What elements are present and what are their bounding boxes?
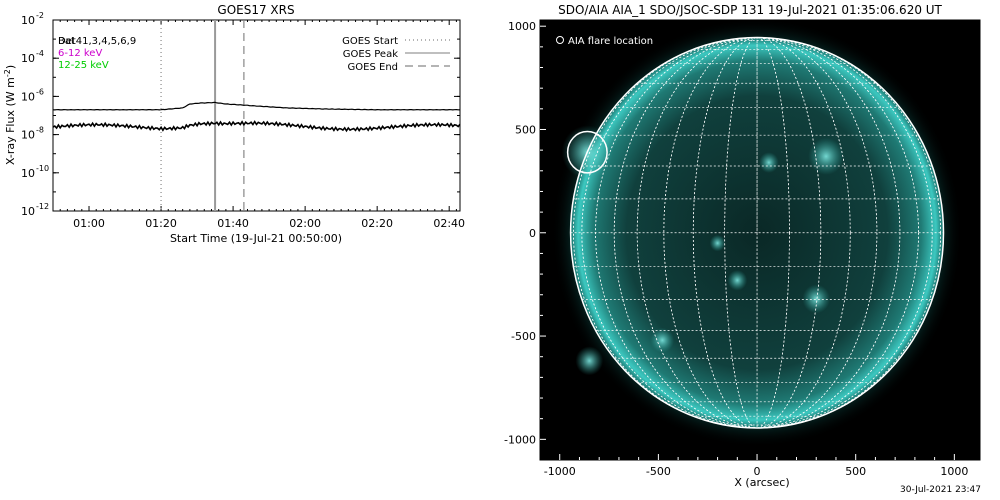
series-line-long [52,101,461,111]
x-tick-label: 02:20 [361,217,393,230]
ylabel-close: ) [4,65,17,69]
channel-label-overprint: Bat [58,36,75,47]
y-tick-exponent: -12 [36,202,49,211]
y-tick-label: 10 [21,167,35,180]
y-tick-label: -1000 [504,433,536,446]
y-tick-exponent: -4 [36,49,44,58]
channel-label: 12-25 keV [58,60,109,71]
y-tick-label: 10 [21,90,35,103]
x-tick-label: 01:20 [145,217,177,230]
active-region [575,346,604,376]
aia-xlabel: X (arcsec) [734,476,789,489]
y-tick-label: -500 [511,330,536,343]
y-tick-label: 10 [21,52,35,65]
y-tick-exponent: -8 [36,126,44,135]
y-tick-label: 500 [515,123,536,136]
y-tick-label: 10 [21,129,35,142]
x-tick-label: 02:40 [433,217,465,230]
x-tick-label: 500 [845,465,866,478]
goes-lightcurve-chart: GOES17 XRS 01:00 01:20 01:40 02:00 02:20 02:4… [3,3,465,245]
longitude-line [724,37,790,429]
y-tick-exponent: -2 [36,11,44,20]
x-tick-label: -1000 [544,465,576,478]
x-tick-label: 02:00 [289,217,321,230]
ylabel-text: X-ray Flux (W m [4,77,17,165]
y-tick-label: 0 [529,227,536,240]
x-tick-label: 01:40 [217,217,249,230]
legend-label: GOES Start [342,36,398,47]
aia-plot-frame [539,19,981,461]
lightcurve-ylabel: X-ray Flux (W m-2) [3,65,17,165]
lightcurve-plot-frame [52,19,461,212]
active-region [709,234,726,252]
y-tick-exponent: -6 [36,87,44,96]
channel-label: Det41,3,4,5,6,9 [58,36,136,47]
legend-circle-icon [556,36,564,44]
ylabel-exponent: -2 [3,69,12,77]
aia-image-chart: SDO/AIA AIA_1 SDO/JSOC-SDP 131 19-Jul-20… [504,3,981,489]
series-line-short [52,120,461,133]
legend-label: GOES Peak [343,49,398,60]
y-tick-label: 10 [21,205,35,218]
solar-limb [569,36,945,429]
footer-timestamp: 30-Jul-2021 23:47 [900,485,982,495]
lightcurve-xlabel: Start Time (19-Jul-21 00:50:00) [170,232,342,245]
legend-label: GOES End [348,62,398,73]
x-tick-label: 1000 [940,465,968,478]
lightcurve-title: GOES17 XRS [217,3,294,17]
x-tick-label: 01:00 [73,217,105,230]
y-tick-label: 10 [21,14,35,27]
active-region [727,269,748,291]
flare-location-circle [566,130,608,174]
aia-title: SDO/AIA AIA_1 SDO/JSOC-SDP 131 19-Jul-20… [558,3,942,17]
active-region [802,284,831,314]
x-tick-label: -500 [646,465,671,478]
y-tick-exponent: -10 [36,164,49,173]
active-region [808,137,844,175]
active-region [650,327,675,353]
legend-label: AIA flare location [568,36,653,47]
channel-label: 6-12 keV [58,48,102,59]
x-tick-label: 0 [754,465,761,478]
y-tick-label: 1000 [508,20,536,33]
active-region [759,152,779,173]
